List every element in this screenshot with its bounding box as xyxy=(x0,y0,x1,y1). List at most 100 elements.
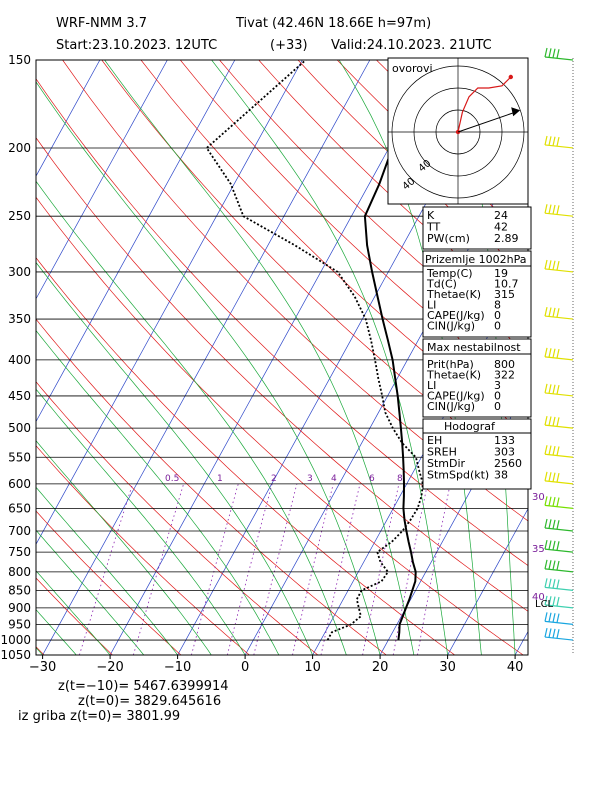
index-label: Temp(C) xyxy=(426,267,473,280)
moist-adiabat xyxy=(36,486,178,655)
wind-barb xyxy=(544,445,574,458)
index-value: 19 xyxy=(494,267,508,280)
moist-adiabat xyxy=(36,529,145,655)
instability-box-title: Max nestabilnost xyxy=(427,341,521,354)
index-box-stability xyxy=(422,206,532,250)
barb-feather xyxy=(548,628,552,638)
barb-feather xyxy=(556,596,560,607)
mixing-ratio-line xyxy=(191,483,239,655)
barb-shaft xyxy=(544,604,574,609)
barb-feather xyxy=(552,596,556,606)
barb-feather xyxy=(556,541,560,551)
mixing-ratio-line xyxy=(253,483,298,655)
storm-motion-vector xyxy=(457,111,516,133)
index-label: CAPE(J/kg) xyxy=(427,309,485,322)
moist-adiabat xyxy=(36,330,280,655)
pressure-tick-label: 250 xyxy=(8,209,31,223)
wind-barb xyxy=(544,204,574,217)
lcl-label: LCL xyxy=(535,599,554,610)
barb-feather xyxy=(544,135,548,146)
barb-shaft xyxy=(544,636,574,641)
pressure-tick-label: 1000 xyxy=(0,633,31,647)
index-label: Prit(hPa) xyxy=(427,358,474,371)
height-t-zero-grib: iz griba z(t=0)= 3801.99 xyxy=(18,709,180,724)
barb-feather xyxy=(548,416,552,426)
pressure-tick-label: 700 xyxy=(8,524,31,538)
barb-feather xyxy=(544,595,548,605)
isotherm xyxy=(42,60,371,655)
hodograph-trace xyxy=(457,76,512,133)
index-value: 303 xyxy=(494,446,515,459)
barb-feather xyxy=(556,384,560,395)
index-label: StmSpd(kt) xyxy=(427,469,489,482)
barb-feather xyxy=(552,348,556,358)
index-panel: K 24 TT 42 PW(cm) 2.89 Prizemlje 1002hPa Temp… xyxy=(422,206,532,490)
barb-feather xyxy=(556,613,560,623)
pressure-tick-label: 150 xyxy=(8,53,31,67)
index-label: TT xyxy=(426,221,441,234)
temperature-tick-label: −30 xyxy=(29,660,56,675)
profiles xyxy=(205,60,487,641)
index-label: LI xyxy=(427,379,436,392)
barb-feather xyxy=(556,560,560,571)
wind-barb xyxy=(544,627,574,641)
index-value: 0 xyxy=(494,400,501,413)
barb-feather xyxy=(552,48,556,58)
barb-feather xyxy=(552,260,556,270)
index-label: Td(C) xyxy=(426,278,457,291)
mixing-ratio-labels: 0.5 1 2 3 4 6 8 xyxy=(165,474,403,484)
barb-feather xyxy=(552,628,556,639)
barb-feather xyxy=(548,578,552,588)
height-t-zero: z(t=0)= 3829.645616 xyxy=(78,694,221,709)
barb-shaft xyxy=(544,620,574,625)
wind-barb xyxy=(544,383,574,397)
barb-feather xyxy=(552,384,556,394)
barb-shaft xyxy=(544,212,574,217)
dry-adiabat xyxy=(533,60,600,655)
surface-box-title: Prizemlje 1002hPa xyxy=(425,253,527,266)
barb-feather xyxy=(544,445,548,455)
barb-feather xyxy=(556,579,560,589)
mixing-ratio-line xyxy=(320,483,361,655)
start-time: Start:23.10.2023. 12UTC xyxy=(56,38,217,53)
height-footer: z(t=−10)= 5467.6399914 z(t=0)= 3829.6456… xyxy=(18,679,229,724)
pressure-tick-label: 500 xyxy=(8,421,31,435)
index-value: 8 xyxy=(494,299,501,312)
moist-adiabat xyxy=(36,261,313,655)
hodograph-box-title: Hodograf xyxy=(444,420,496,433)
barb-feather xyxy=(556,520,560,530)
barb-feather xyxy=(548,540,552,550)
dewpoint-profile xyxy=(205,60,424,641)
barb-feather xyxy=(548,136,552,146)
mixing-ratio-line xyxy=(79,483,133,655)
temperature-tick-label: 30 xyxy=(439,660,456,675)
mixing-ratio-label: 3 xyxy=(307,474,313,484)
index-label: CIN(J/kg) xyxy=(427,320,475,333)
index-value: 2.89 xyxy=(494,232,519,245)
moist-adiabat xyxy=(36,388,246,655)
mixing-ratio-label: 1 xyxy=(217,474,223,484)
barb-feather xyxy=(548,204,552,214)
barb-feather xyxy=(556,49,560,59)
barb-feather xyxy=(544,578,548,588)
barb-feather xyxy=(556,137,560,147)
index-label: EH xyxy=(427,434,442,447)
barb-feather xyxy=(544,259,548,270)
hodograph-plot xyxy=(388,58,528,204)
barb-feather xyxy=(552,136,556,146)
wind-barb xyxy=(544,416,574,429)
isotherm xyxy=(36,60,101,177)
dry-adiabat xyxy=(36,445,250,655)
wind-speed-label: 30 xyxy=(532,492,545,503)
index-box-instability xyxy=(422,338,532,418)
barb-feather xyxy=(548,307,552,317)
isotherm xyxy=(447,508,528,655)
index-label: Thetae(K) xyxy=(426,369,481,382)
barb-feather xyxy=(556,205,560,215)
barb-feather xyxy=(548,260,552,270)
index-box-hodograph xyxy=(422,418,532,490)
wind-barbs xyxy=(544,47,574,641)
barb-feather xyxy=(548,560,552,570)
barb-feather xyxy=(552,497,556,507)
index-label: CAPE(J/kg) xyxy=(427,390,485,403)
